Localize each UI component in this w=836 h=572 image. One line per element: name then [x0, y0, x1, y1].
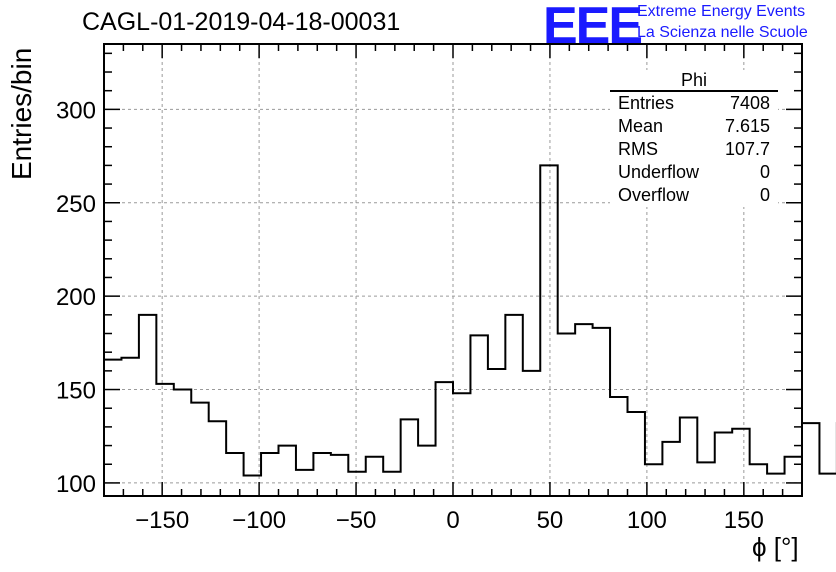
- histogram-bin: [697, 462, 714, 496]
- x-tick-label: 0: [446, 507, 459, 534]
- stats-label: Underflow: [618, 162, 700, 182]
- histogram-bin: [628, 412, 645, 496]
- histogram-bin: [715, 432, 732, 496]
- histogram-bin: [174, 390, 191, 496]
- stats-row-mean: Mean 7.615: [610, 115, 778, 138]
- histogram-bin: [383, 472, 400, 496]
- stats-value: 7.615: [724, 116, 770, 136]
- y-axis-label: Entries/bin: [6, 47, 37, 180]
- histogram-step-line: [104, 164, 836, 477]
- histogram-bin: [436, 382, 453, 496]
- y-tick-label: 200: [56, 284, 96, 311]
- histogram-bin: [488, 369, 505, 496]
- stats-label: Mean: [618, 116, 664, 136]
- stats-value: 0: [759, 162, 770, 182]
- stats-box: Phi Entries 7408 Mean 7.615 RMS 107.7 Un…: [610, 70, 778, 207]
- histogram-bin: [785, 457, 802, 496]
- histogram-bin: [104, 360, 121, 496]
- stats-row-entries: Entries 7408: [610, 92, 778, 115]
- histogram-bin: [401, 419, 418, 496]
- stats-label: RMS: [618, 139, 658, 159]
- y-tick-label: 100: [56, 471, 96, 498]
- histogram-bin: [261, 453, 278, 496]
- histogram-bin: [819, 474, 836, 496]
- histogram-bin: [226, 453, 243, 496]
- stats-value: 0: [759, 185, 770, 205]
- histogram-bin: [191, 403, 208, 496]
- histogram-bin: [732, 429, 749, 496]
- x-axis-label: ϕ [°]: [752, 532, 799, 562]
- stats-value: 107.7: [724, 139, 770, 159]
- x-tick-label: 50: [537, 507, 564, 534]
- x-tick-label: −100: [232, 507, 286, 534]
- histogram-bin: [418, 446, 435, 496]
- stats-label: Overflow: [618, 185, 690, 205]
- histogram-bin: [610, 397, 627, 496]
- histogram-bin: [139, 315, 156, 496]
- chart-title: CAGL-01-2019-04-18-00031: [82, 8, 401, 36]
- histogram-bin: [523, 371, 540, 496]
- eee-logo: EEE: [543, 0, 643, 55]
- logo-tagline-1: Extreme Energy Events: [637, 3, 806, 20]
- stats-label: Entries: [618, 93, 675, 113]
- histogram-bin: [453, 393, 470, 496]
- y-tick-label: 150: [56, 378, 96, 405]
- x-tick-label: −50: [336, 507, 377, 534]
- histogram-bin: [348, 472, 365, 496]
- histogram-bin: [662, 442, 679, 496]
- y-tick-label: 250: [56, 191, 96, 218]
- histogram-bin: [209, 421, 226, 496]
- histogram-bin: [470, 335, 487, 496]
- histogram-bin: [279, 446, 296, 496]
- histogram-bin: [558, 334, 575, 496]
- stats-value: 7408: [729, 93, 770, 113]
- histogram-bin: [750, 464, 767, 496]
- stats-row-underflow: Underflow 0: [610, 161, 778, 184]
- histogram-bin: [505, 315, 522, 496]
- stats-row-overflow: Overflow 0: [610, 184, 778, 207]
- stats-row-rms: RMS 107.7: [610, 138, 778, 161]
- logo-tagline-2: La Scienza nelle Scuole: [637, 24, 808, 41]
- histogram-bin: [366, 457, 383, 496]
- histogram-bin: [802, 423, 819, 496]
- histogram-bin: [680, 418, 697, 496]
- histogram-bin: [540, 165, 557, 496]
- x-tick-label: 100: [627, 507, 667, 534]
- histogram-bin: [121, 358, 138, 496]
- histogram-bin: [593, 328, 610, 496]
- histogram-bin: [331, 455, 348, 496]
- y-tick-label: 300: [56, 97, 96, 124]
- x-tick-label: 150: [724, 507, 764, 534]
- histogram-bin: [313, 453, 330, 496]
- histogram-bin: [156, 384, 173, 496]
- x-tick-label: −150: [135, 507, 189, 534]
- histogram-bin: [575, 324, 592, 496]
- stats-title: Phi: [610, 70, 778, 92]
